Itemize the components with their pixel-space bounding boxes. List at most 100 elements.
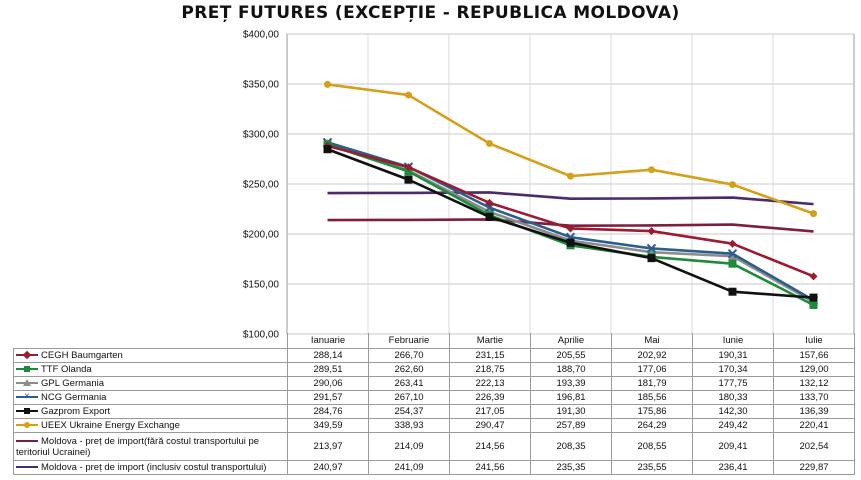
table-row: CEGH Baumgarten 288,14 266,70 231,15 205,55 2… <box>13 348 855 363</box>
legend-key-marker <box>24 407 30 414</box>
data-cell: 222,13 <box>449 376 531 391</box>
x-category-label: Martie <box>449 333 531 349</box>
data-cell: 236,41 <box>692 460 774 475</box>
point-marker <box>729 181 736 189</box>
data-cell: 264,29 <box>611 418 693 433</box>
data-cell: 284,76 <box>287 404 369 419</box>
legend-key-icon <box>16 420 38 430</box>
point-marker <box>728 287 737 296</box>
data-cell: 220,41 <box>773 418 855 433</box>
legend-entry: × NCG Germania <box>13 390 288 405</box>
legend-key-icon: × <box>16 392 38 402</box>
legend-entry: Gazprom Export <box>13 404 288 419</box>
table-corner <box>13 333 288 349</box>
x-category-label: Iunie <box>692 333 774 349</box>
point-marker <box>566 224 575 233</box>
legend-key-line <box>16 439 38 442</box>
point-marker <box>728 259 737 268</box>
y-tick-label: $400,00 <box>243 30 280 41</box>
data-cell: 290,47 <box>449 418 531 433</box>
data-cell: 218,75 <box>449 362 531 377</box>
x-category-label: Februarie <box>368 333 450 349</box>
legend-key-marker: × <box>24 390 30 402</box>
chart-title: PREȚ FUTURES (EXCEPȚIE - REPUBLICA MOLDO… <box>181 3 680 23</box>
point-marker <box>647 227 656 236</box>
point-marker <box>809 272 818 281</box>
y-tick-label: $350,00 <box>243 80 280 91</box>
point-marker <box>648 166 655 174</box>
series-name: Gazprom Export <box>41 405 111 417</box>
data-cell: 257,89 <box>530 418 612 433</box>
data-cell: 196,81 <box>530 390 612 405</box>
x-category-label: Mai <box>611 333 693 349</box>
data-cell: 231,15 <box>449 348 531 363</box>
data-cell: 290,06 <box>287 376 369 391</box>
point-marker <box>485 212 494 221</box>
table-row: Gazprom Export 284,76 254,37 217,05 191,30 17… <box>13 404 855 419</box>
series-name: NCG Germania <box>41 391 107 403</box>
legend-key-icon <box>16 436 38 446</box>
legend-entry: CEGH Baumgarten <box>13 348 288 363</box>
data-cell: 254,37 <box>368 404 450 419</box>
data-cell: 208,55 <box>611 432 693 461</box>
y-tick-label: $150,00 <box>243 280 280 291</box>
data-cell: 235,55 <box>611 460 693 475</box>
series-7 <box>327 191 814 206</box>
point-marker <box>405 91 412 99</box>
series-name: CEGH Baumgarten <box>41 349 123 361</box>
legend-key-line <box>16 465 38 468</box>
data-cell: 241,56 <box>449 460 531 475</box>
data-cell: 191,30 <box>530 404 612 419</box>
legend-key-icon <box>16 406 38 416</box>
data-cell: 132,12 <box>773 376 855 391</box>
point-marker <box>566 238 575 247</box>
series-name: UEEX Ukraine Energy Exchange <box>41 419 180 431</box>
data-cell: 217,05 <box>449 404 531 419</box>
y-tick-label: $250,00 <box>243 180 280 191</box>
data-cell: 249,42 <box>692 418 774 433</box>
y-axis-ticks: $400,00 $350,00 $300,00 $250,00 $200,00 $150,… <box>243 30 280 341</box>
point-marker <box>567 172 574 180</box>
data-cell: 262,60 <box>368 362 450 377</box>
point-marker <box>647 254 656 263</box>
data-cell: 263,41 <box>368 376 450 391</box>
data-cell: 205,55 <box>530 348 612 363</box>
series-line <box>327 148 814 299</box>
table-row: × NCG Germania 291,57 267,10 226,39 196,81 185… <box>13 390 855 405</box>
data-cell: 226,39 <box>449 390 531 405</box>
legend-key-marker <box>24 421 30 428</box>
legend-entry: UEEX Ukraine Energy Exchange <box>13 418 288 433</box>
y-tick-label: $300,00 <box>243 130 280 141</box>
legend-entry: GPL Germania <box>13 376 288 391</box>
point-marker <box>323 145 332 154</box>
series-lines <box>322 80 819 309</box>
data-cell: 193,39 <box>530 376 612 391</box>
data-cell: 240,97 <box>287 460 369 475</box>
legend-entry: Moldova - preț de import(fără costul tra… <box>13 432 288 461</box>
table-row: GPL Germania 290,06 263,41 222,13 193,39 181,… <box>13 376 855 391</box>
legend-key-icon <box>16 378 38 388</box>
x-category-label: Ianuarie <box>287 333 369 349</box>
data-cell: 266,70 <box>368 348 450 363</box>
data-cell: 289,51 <box>287 362 369 377</box>
series-5 <box>324 80 817 218</box>
point-marker <box>404 163 413 172</box>
data-cell: 349,59 <box>287 418 369 433</box>
legend-key-marker <box>22 350 32 360</box>
data-cell: 181,79 <box>611 376 693 391</box>
legend-key-line <box>16 395 38 398</box>
data-cell: 202,54 <box>773 432 855 461</box>
series-name: Moldova - preț de import(fără costul tra… <box>16 435 260 458</box>
legend-key-marker <box>23 378 31 386</box>
point-marker <box>809 301 818 309</box>
data-cell: 214,56 <box>449 432 531 461</box>
series-name: GPL Germania <box>41 377 105 389</box>
point-marker <box>404 175 413 184</box>
data-cell: 136,39 <box>773 404 855 419</box>
series-line <box>327 191 814 206</box>
table-row: Moldova - preț de import(fără costul tra… <box>13 432 855 461</box>
data-cell: 142,30 <box>692 404 774 419</box>
legend-entry: Moldova - preț de import (inclusiv costu… <box>13 460 288 475</box>
table-row: Moldova - preț de import (inclusiv costu… <box>13 460 855 475</box>
